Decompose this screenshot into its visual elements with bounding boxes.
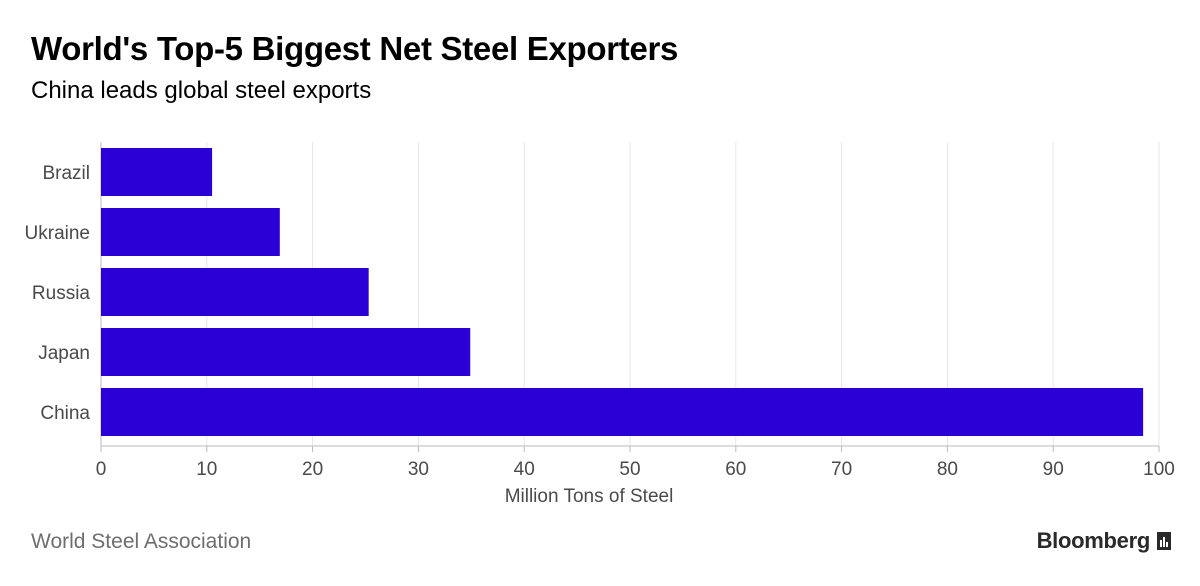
x-tick-label: 0 [96,459,107,480]
x-tick-label: 30 [408,459,429,480]
bars [101,148,1144,436]
x-tick-label: 100 [1143,459,1175,480]
x-tick-label: 60 [725,459,746,480]
x-tick-label: 70 [831,459,852,480]
category-label-brazil: Brazil [42,163,90,184]
brand-logo: Bloomberg [1037,528,1172,554]
x-tick-label: 50 [619,459,640,480]
source-note: World Steel Association [31,530,252,553]
brand-name: Bloomberg [1036,528,1151,553]
x-tick-label: 90 [1043,459,1064,480]
category-label-china: China [40,403,90,424]
bar-china [101,388,1144,436]
x-tick-label: 20 [302,459,323,480]
x-tick-label: 40 [514,459,535,480]
bar-russia [101,268,369,316]
chart-subtitle: China leads global steel exports [31,77,372,104]
category-label-ukraine: Ukraine [25,223,90,244]
x-tick-label: 10 [196,459,217,480]
x-axis-title: Million Tons of Steel [505,486,674,507]
bar-ukraine [101,208,280,256]
bar-japan [101,328,471,376]
category-label-russia: Russia [32,283,91,304]
chart-title: World's Top-5 Biggest Net Steel Exporter… [31,30,679,67]
x-axis-ticks: 0 10 20 30 40 50 60 70 80 90 100 [96,445,1175,480]
category-labels: Brazil Ukraine Russia Japan China [25,163,91,424]
category-label-japan: Japan [38,343,90,364]
x-tick-label: 80 [937,459,958,480]
bloomberg-chart-icon [1157,532,1171,550]
bar-brazil [101,148,213,196]
